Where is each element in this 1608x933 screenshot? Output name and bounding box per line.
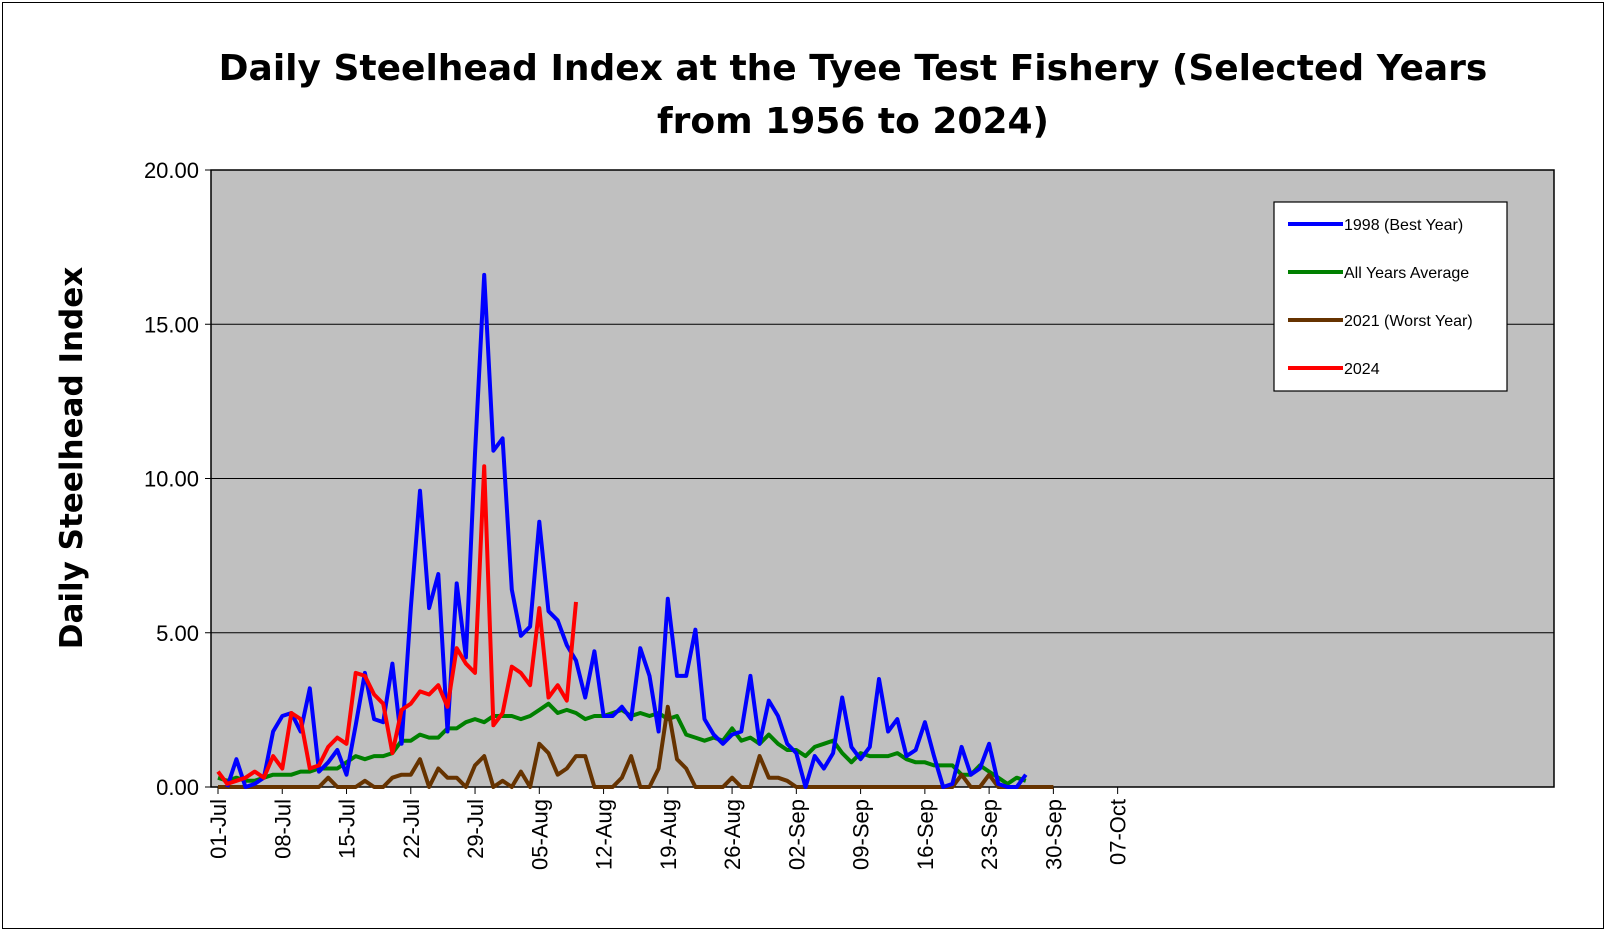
series-line-2024: [216, 464, 578, 786]
y-tick-label: 20.00: [144, 158, 199, 183]
legend-label-2024: 2024: [1344, 361, 1380, 378]
x-tick-label: 01-Jul: [206, 799, 231, 859]
x-tick-label: 30-Sep: [1041, 799, 1066, 870]
x-tick-label: 23-Sep: [977, 799, 1002, 870]
x-tick-label: 05-Aug: [527, 799, 552, 870]
x-tick-label: 09-Sep: [849, 799, 874, 870]
series-lines: [216, 272, 1054, 789]
x-tick-label: 02-Sep: [784, 799, 809, 870]
legend: 1998 (Best Year) All Years Average 2021 …: [1273, 201, 1508, 392]
x-tick-label: 12-Aug: [592, 799, 617, 870]
x-tick-label: 29-Jul: [463, 799, 488, 859]
x-tick-label: 15-Jul: [335, 799, 360, 859]
x-tick-label: 26-Aug: [720, 799, 745, 870]
x-tick-label: 19-Aug: [656, 799, 681, 870]
x-tick-label: 16-Sep: [913, 799, 938, 870]
x-axis-ticks: 01-Jul 08-Jul 15-Jul 22-Jul 29-Jul 05-Aug 12-A…: [206, 787, 1131, 870]
y-tick-label: 0.00: [156, 775, 199, 800]
series-line-1998: [225, 272, 1028, 789]
y-axis-label: Daily Steelhead Index: [54, 267, 90, 650]
x-tick-label: 07-Oct: [1106, 799, 1131, 865]
legend-label-average: All Years Average: [1344, 265, 1469, 282]
x-tick-label: 08-Jul: [270, 799, 295, 859]
legend-box: [1273, 201, 1508, 392]
legend-label-1998: 1998 (Best Year): [1344, 217, 1463, 234]
y-axis-ticks: 0.00 5.00 10.00 15.00 20.00: [144, 158, 211, 800]
y-tick-label: 10.00: [144, 467, 199, 492]
y-tick-label: 5.00: [156, 621, 199, 646]
x-tick-label: 22-Jul: [399, 799, 424, 859]
y-tick-label: 15.00: [144, 312, 199, 337]
chart-title-line-2: from 1956 to 2024): [657, 101, 1049, 142]
legend-label-2021: 2021 (Worst Year): [1344, 313, 1473, 330]
series-line-2021: [218, 704, 1054, 789]
chart-title-line-1: Daily Steelhead Index at the Tyee Test F…: [219, 48, 1488, 89]
